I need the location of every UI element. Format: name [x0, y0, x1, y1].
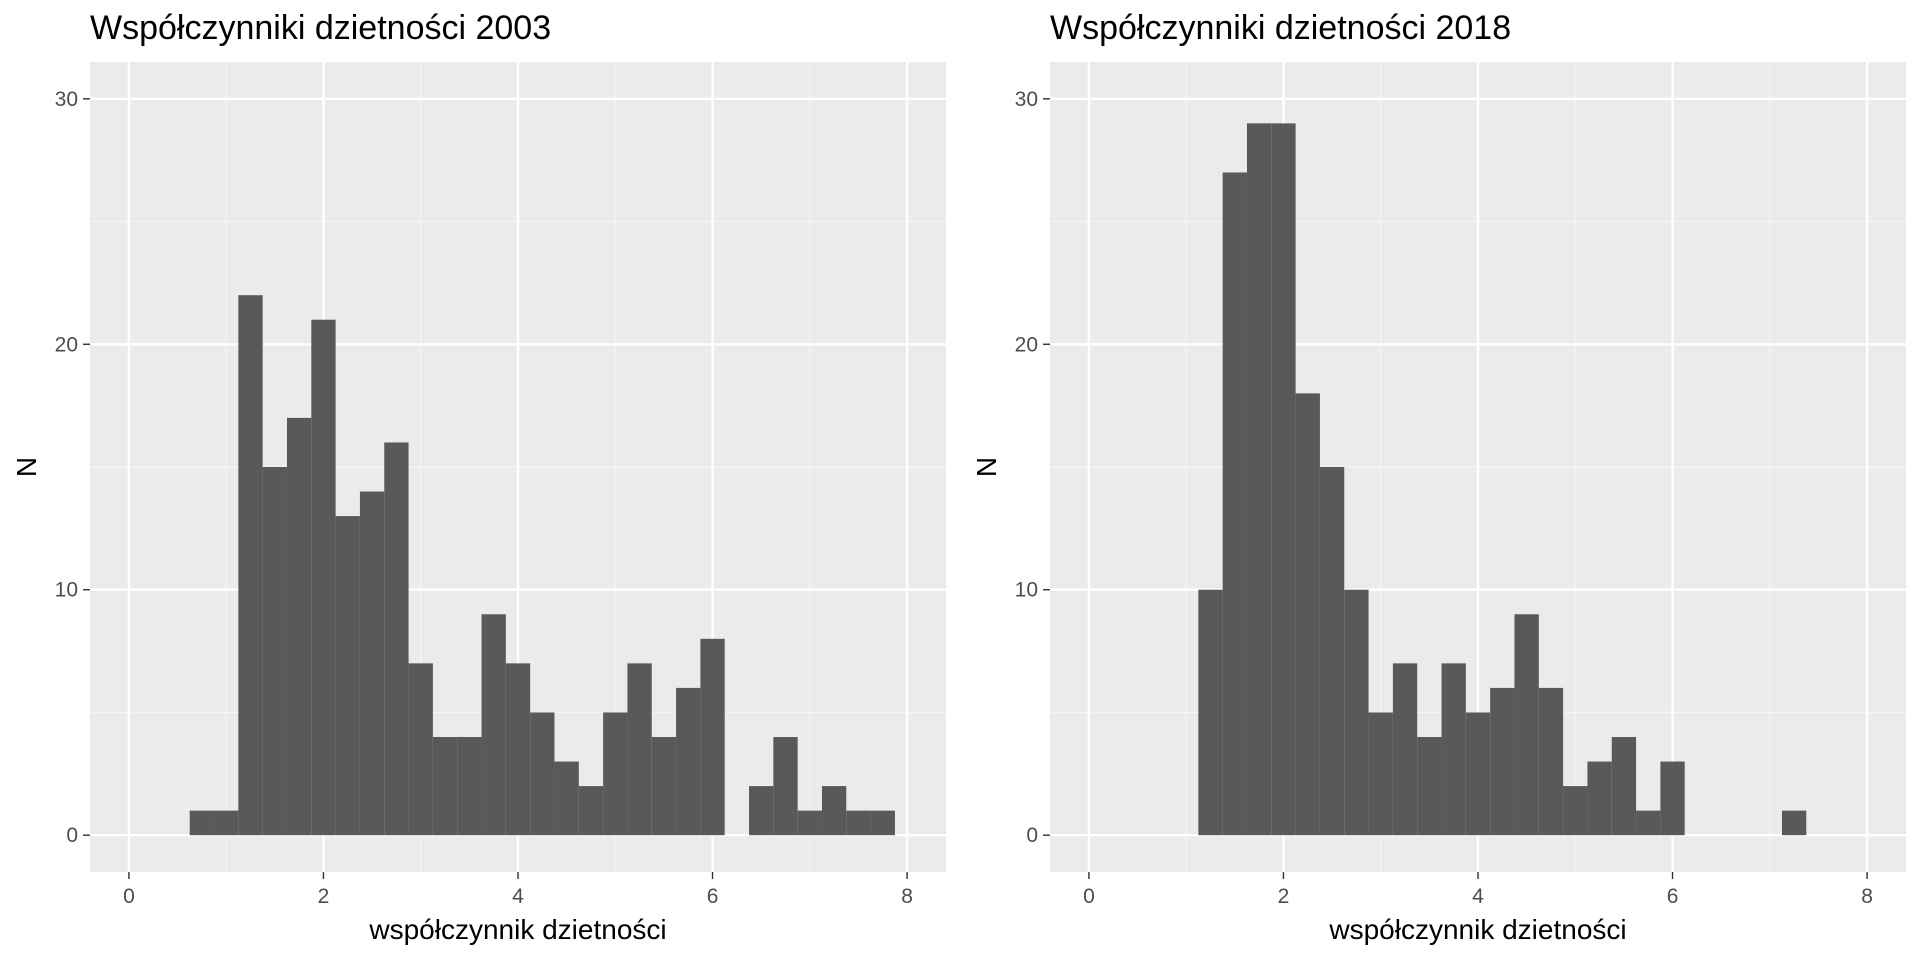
panel-1-y-axis-title: N: [11, 457, 42, 477]
panel-1-bar: [457, 737, 482, 836]
panel-2-bar: [1611, 737, 1637, 836]
panel-1-y-tick-label: 0: [66, 824, 78, 847]
panel-2-x-tick-label: 2: [1278, 885, 1290, 908]
panel-1-bar: [530, 712, 555, 836]
panel-1-bar: [214, 810, 239, 836]
panel-2-x-axis-title: współczynnik dzietności: [1328, 914, 1626, 945]
panel-1-x-tick-label: 2: [318, 885, 330, 908]
panel-2-bar: [1514, 614, 1539, 836]
panel-1-x-tick-label: 4: [512, 885, 524, 908]
panel-1-bar: [676, 687, 701, 836]
panel-2-bar: [1563, 786, 1588, 836]
panel-2-y-axis-title: N: [971, 457, 1002, 477]
panel-1-bar: [821, 786, 847, 836]
panel-1-bar: [870, 810, 895, 836]
panel-1-x-tick-label: 8: [901, 885, 913, 908]
panel-2-bar: [1319, 467, 1345, 836]
panel-2-bar: [1636, 810, 1661, 836]
panel-2-bar: [1368, 712, 1393, 836]
panel-1-bar: [432, 737, 458, 836]
panel-1-bar: [262, 467, 287, 836]
panel-2-bar: [1441, 663, 1466, 836]
panel-2-bar: [1490, 687, 1515, 836]
panel-2-y-tick-label: 0: [1026, 824, 1038, 847]
panel-2-bar: [1587, 761, 1612, 836]
panel-1-bar: [359, 491, 385, 836]
panel-1-title: Współczynniki dzietności 2003: [90, 9, 551, 47]
panel-1-bar: [749, 786, 774, 836]
panel-1-bar: [408, 663, 433, 836]
panel-2-x-tick-label: 8: [1861, 885, 1873, 908]
panel-1-bar: [505, 663, 531, 836]
panel-1-bar: [627, 663, 652, 836]
panel-1-bar: [286, 417, 312, 836]
panel-2: 0 2 4 6 8 0 10 20 30 Współczynniki dzietności 201…: [971, 9, 1906, 945]
panel-1-x-tick-label: 0: [123, 885, 135, 908]
panel-1-bar: [189, 810, 215, 836]
panel-1-bar: [700, 638, 725, 836]
panel-2-y-tick-label: 20: [1015, 333, 1038, 356]
panel-1-x-tick-label: 6: [707, 885, 719, 908]
panel-1-bar: [578, 786, 604, 836]
panel-2-bar: [1295, 393, 1320, 836]
panel-1-bar: [846, 810, 871, 836]
panel-1-y-tick-label: 30: [55, 88, 78, 111]
panel-2-bar: [1344, 589, 1369, 836]
panel-1-bar: [238, 295, 263, 836]
panel-1-y-tick-label: 10: [55, 579, 78, 602]
panel-1-bar: [797, 810, 822, 836]
panel-1-bar: [651, 737, 677, 836]
panel-2-bar: [1417, 737, 1442, 836]
panel-1-bar: [773, 737, 798, 836]
panel-2-bar: [1781, 810, 1807, 836]
panel-2-title: Współczynniki dzietności 2018: [1050, 9, 1511, 47]
panel-1-bar: [481, 614, 506, 836]
panel-1-bar: [603, 712, 628, 836]
panel-2-x-tick-label: 6: [1667, 885, 1679, 908]
panel-1-bar: [384, 442, 409, 836]
panel-1-bar: [311, 319, 336, 836]
panel-2-y-tick-label: 10: [1015, 579, 1038, 602]
panel-2-bar: [1660, 761, 1685, 836]
panel-1-y-tick-label: 20: [55, 333, 78, 356]
panel-1-bar: [554, 761, 579, 836]
panel-2-bar: [1271, 123, 1296, 836]
panel-2-y-tick-label: 30: [1015, 88, 1038, 111]
panel-1: 0 2 4 6 8 0 10 20 30 Współczynniki dzietności 200…: [11, 9, 946, 945]
panel-2-bar: [1465, 712, 1491, 836]
panel-1-x-axis-title: współczynnik dzietności: [368, 914, 666, 945]
panel-2-bar: [1246, 123, 1272, 836]
panel-2-bar: [1222, 172, 1247, 836]
panel-1-bar: [335, 516, 360, 836]
panel-2-x-tick-label: 4: [1472, 885, 1484, 908]
panel-2-x-tick-label: 0: [1083, 885, 1095, 908]
panel-2-bar: [1198, 589, 1223, 836]
panel-2-bar: [1538, 687, 1564, 836]
panel-2-bar: [1392, 663, 1418, 836]
